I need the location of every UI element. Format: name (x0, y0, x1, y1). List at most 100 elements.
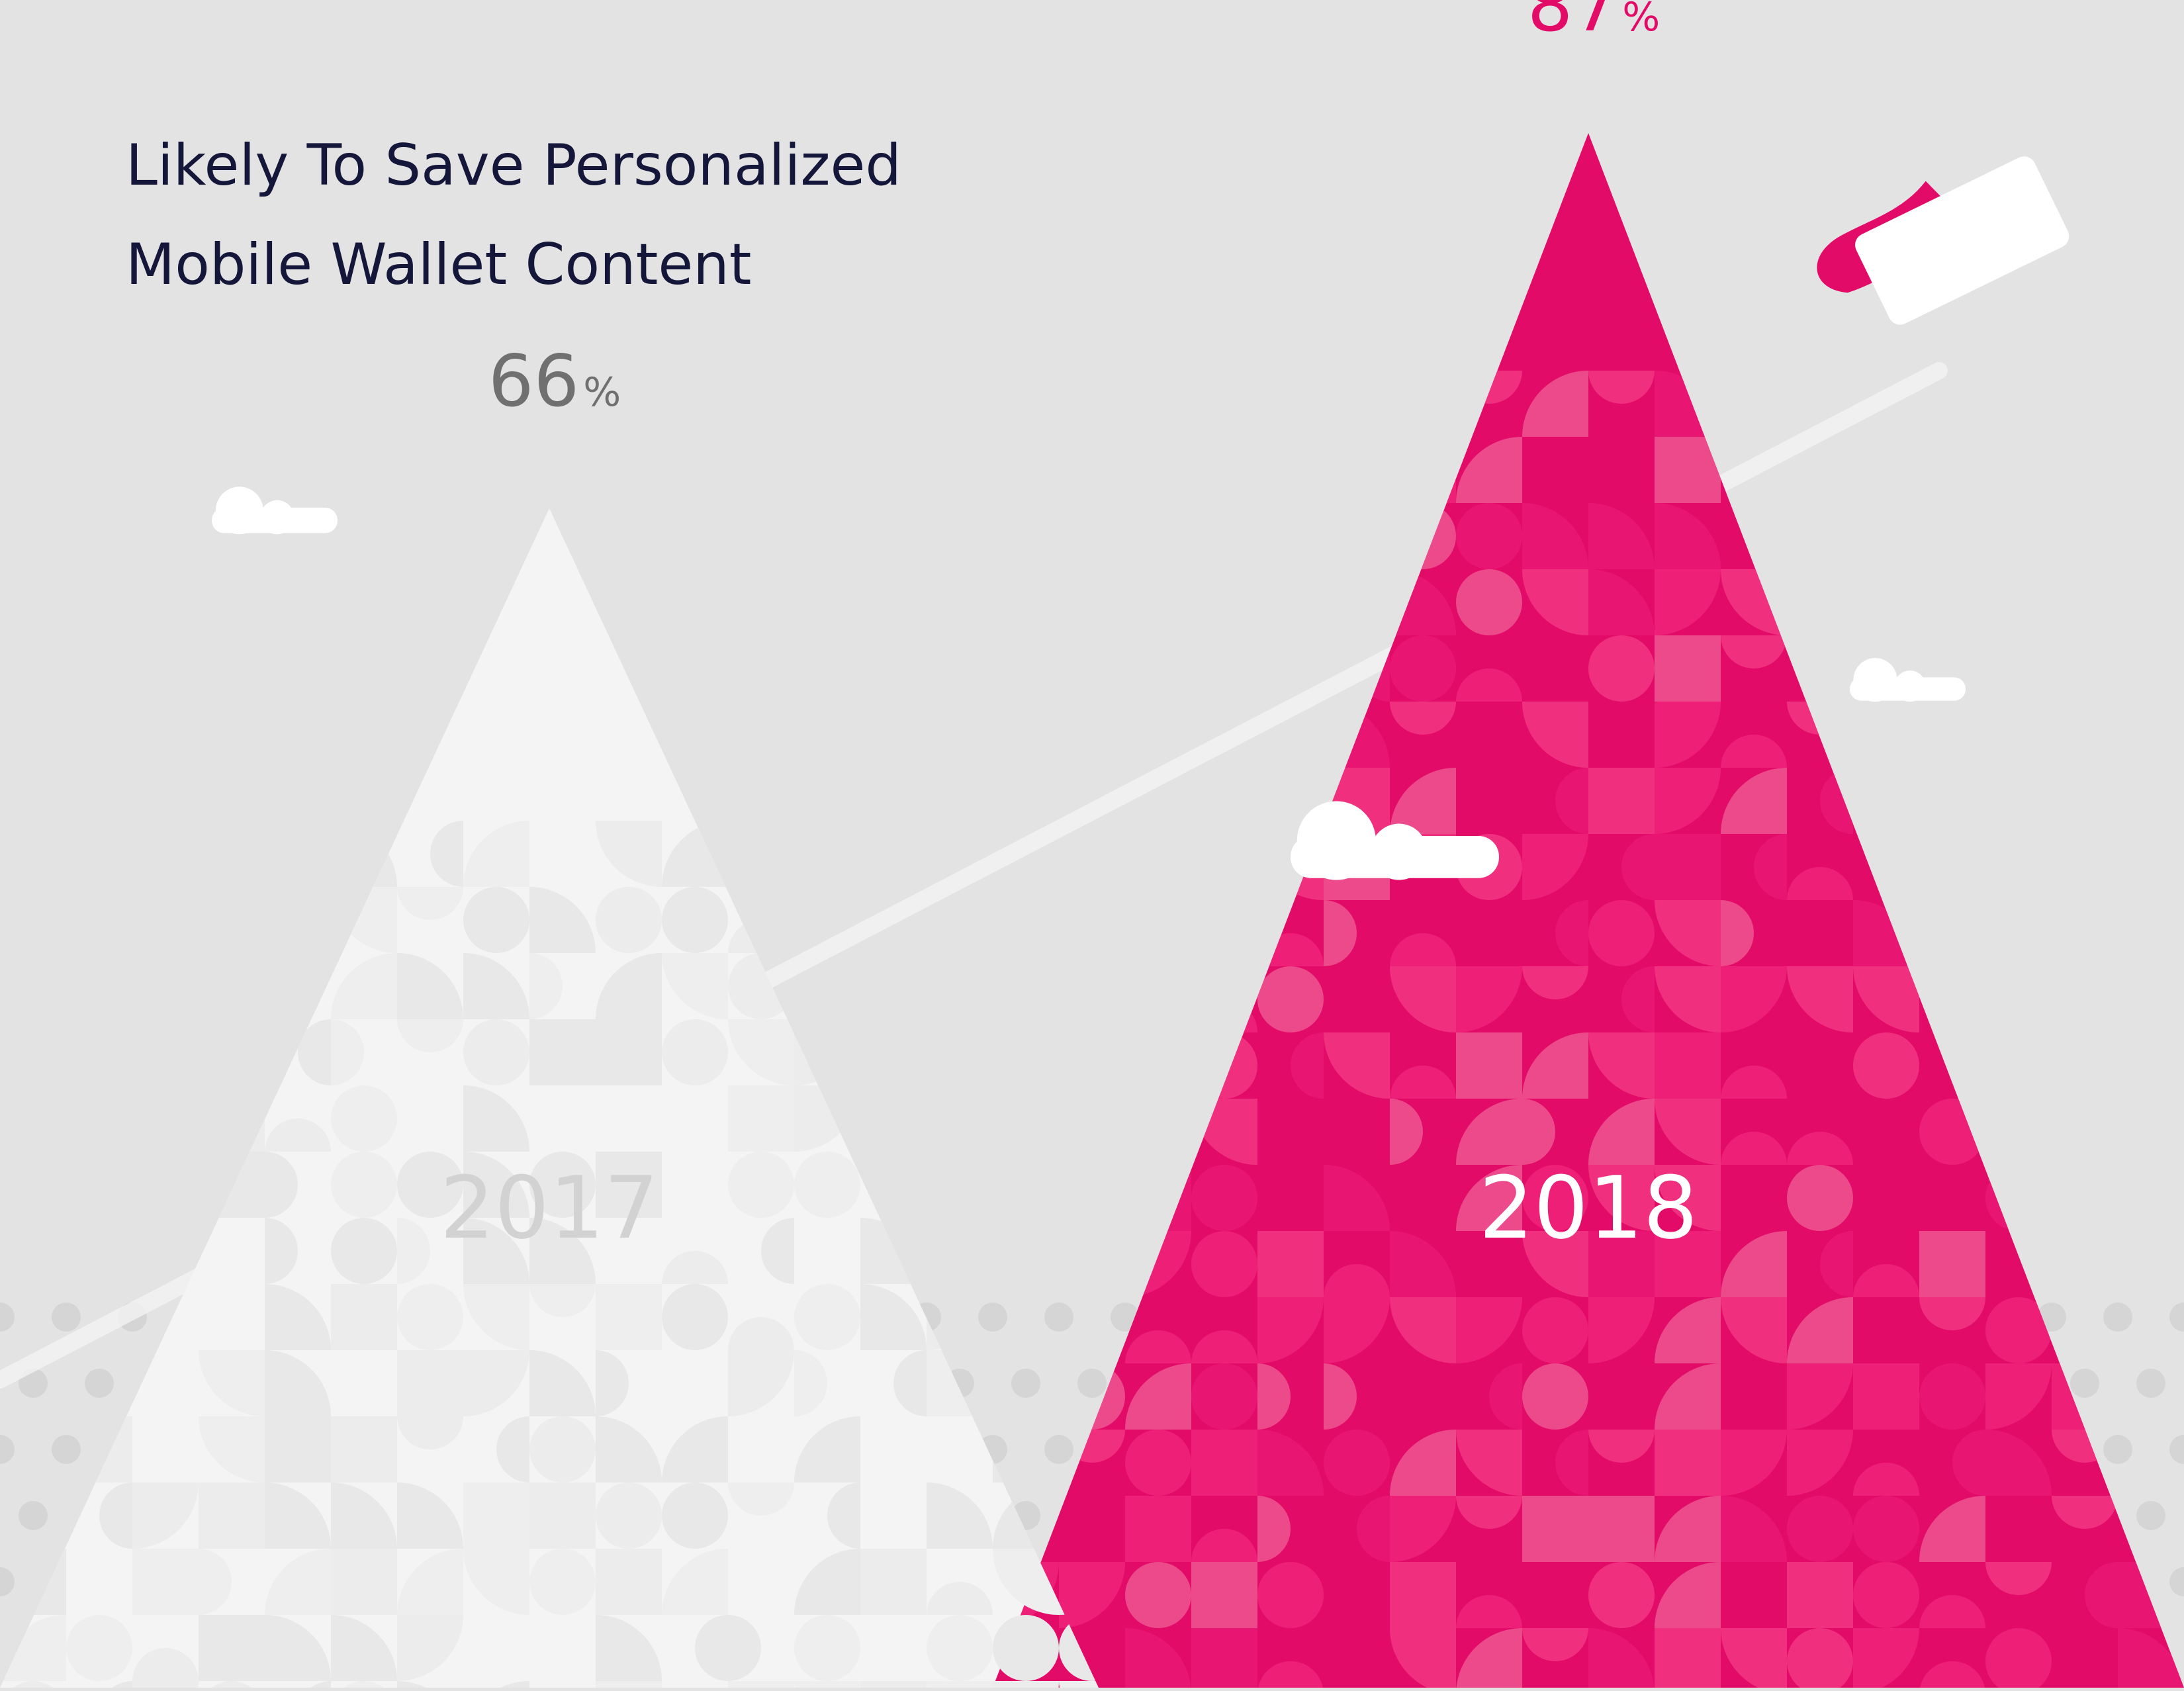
pattern-shape (1655, 1363, 1721, 1430)
pattern-shape (1721, 1297, 1787, 1363)
pattern-shape (1655, 503, 1721, 569)
pattern-shape (1555, 900, 1588, 966)
pattern-shape (1555, 768, 1588, 834)
value-label-2018: 87% (1527, 0, 1660, 48)
background-dot (1011, 1369, 1040, 1398)
pattern-shape (1390, 437, 1456, 503)
pattern-shape (2118, 768, 2184, 834)
pattern-shape (1787, 1363, 1853, 1430)
pattern-shape (1059, 966, 1125, 1032)
pattern-shape (893, 1350, 927, 1416)
pattern-shape (2118, 1099, 2184, 1165)
pattern-shape (1522, 834, 1588, 900)
pattern-shape (1522, 1231, 1588, 1297)
pattern-shape (132, 1549, 199, 1615)
pattern-shape (1919, 1595, 1985, 1628)
pattern-shape (2052, 966, 2118, 999)
pattern-shape (1655, 1562, 1721, 1628)
pattern-shape (1985, 966, 2052, 1032)
pattern-shape (1125, 966, 1191, 1032)
pattern-shape (1721, 1132, 1787, 1165)
pattern-shape (1357, 1496, 1390, 1562)
pattern-shape (529, 1284, 596, 1317)
pattern-shape (1721, 1231, 1787, 1297)
value-unit: % (583, 369, 621, 416)
pattern-shape (397, 1218, 430, 1284)
pattern-shape (1522, 1165, 1588, 1231)
pattern-shape (662, 887, 728, 953)
pattern-shape (1390, 1231, 1456, 1297)
pattern-shape (1588, 371, 1655, 404)
pattern-shape (1191, 635, 1224, 702)
pattern-shape (1985, 569, 2052, 602)
pattern-shape (596, 1019, 662, 1085)
pattern-shape (596, 1681, 662, 1688)
pattern-shape (2118, 503, 2184, 569)
pattern-shape (265, 1350, 331, 1416)
pattern-shape (199, 1350, 265, 1416)
pattern-shape (1853, 1032, 1919, 1099)
pattern-shape (132, 1681, 199, 1688)
pattern-shape (860, 1218, 927, 1284)
pattern-shape (1257, 1562, 1324, 1628)
pattern-shape (331, 953, 397, 1019)
pattern-shape (1919, 503, 1985, 569)
pattern-shape (927, 1019, 993, 1085)
pattern-shape (728, 1317, 794, 1350)
value-unit: % (1622, 0, 1660, 40)
pattern-shape (794, 1085, 860, 1152)
chart-title-line-1: Likely To Save Personalized (126, 132, 902, 199)
pattern-shape (2118, 1032, 2151, 1099)
pattern-shape (794, 887, 860, 920)
pattern-shape (132, 1483, 199, 1549)
background-dot (19, 1501, 48, 1530)
pattern-shape (860, 1284, 927, 1350)
pattern-shape (1787, 1628, 1853, 1688)
pattern-shape (728, 1152, 794, 1218)
pattern-shape (1588, 569, 1655, 635)
pattern-shape (927, 1483, 993, 1549)
pattern-shape (66, 1218, 132, 1284)
pattern-shape (0, 1615, 66, 1681)
pattern-shape (1985, 437, 2052, 503)
pattern-shape (1257, 371, 1324, 437)
pattern-shape (66, 1019, 99, 1085)
pattern-shape (1588, 1165, 1655, 1231)
pattern-shape (1059, 1165, 1125, 1231)
pattern-shape (463, 1218, 529, 1284)
pattern-shape (927, 1681, 993, 1688)
pattern-shape (1820, 1231, 1853, 1297)
pattern-shape (1655, 1099, 1721, 1165)
pattern-shape (728, 1615, 761, 1681)
pattern-shape (1191, 1628, 1257, 1688)
pattern-shape (993, 1085, 1059, 1152)
pattern-shape (860, 1549, 927, 1615)
pattern-shape (993, 1615, 1059, 1681)
pattern-shape (463, 1019, 529, 1085)
pattern-shape (331, 1085, 397, 1152)
pattern-shape (1721, 1496, 1787, 1562)
pattern-shape (1919, 1231, 1985, 1297)
pattern-shape (1191, 1529, 1257, 1562)
pattern-shape (1291, 1032, 1324, 1099)
pattern-shape (397, 887, 463, 920)
pattern-shape (1390, 1099, 1423, 1165)
pattern-shape (199, 821, 265, 887)
background-dot (0, 1435, 15, 1464)
pattern-shape (331, 821, 397, 887)
pattern-shape (1522, 1628, 1588, 1661)
pattern-shape (265, 1615, 331, 1681)
pattern-shape (1092, 503, 1125, 569)
pattern-shape (1655, 1165, 1721, 1231)
pattern-shape (331, 1218, 397, 1284)
pattern-shape (463, 953, 529, 1019)
pattern-shape (1324, 437, 1390, 503)
pattern-shape (1125, 1363, 1191, 1430)
pattern-shape (1522, 1496, 1588, 1562)
cloud-puff (1371, 823, 1428, 880)
pattern-shape (596, 1152, 662, 1218)
pattern-shape (927, 1218, 993, 1284)
pattern-shape (529, 1483, 596, 1549)
pattern-shape (1456, 966, 1522, 1032)
pattern-shape (2052, 834, 2118, 900)
